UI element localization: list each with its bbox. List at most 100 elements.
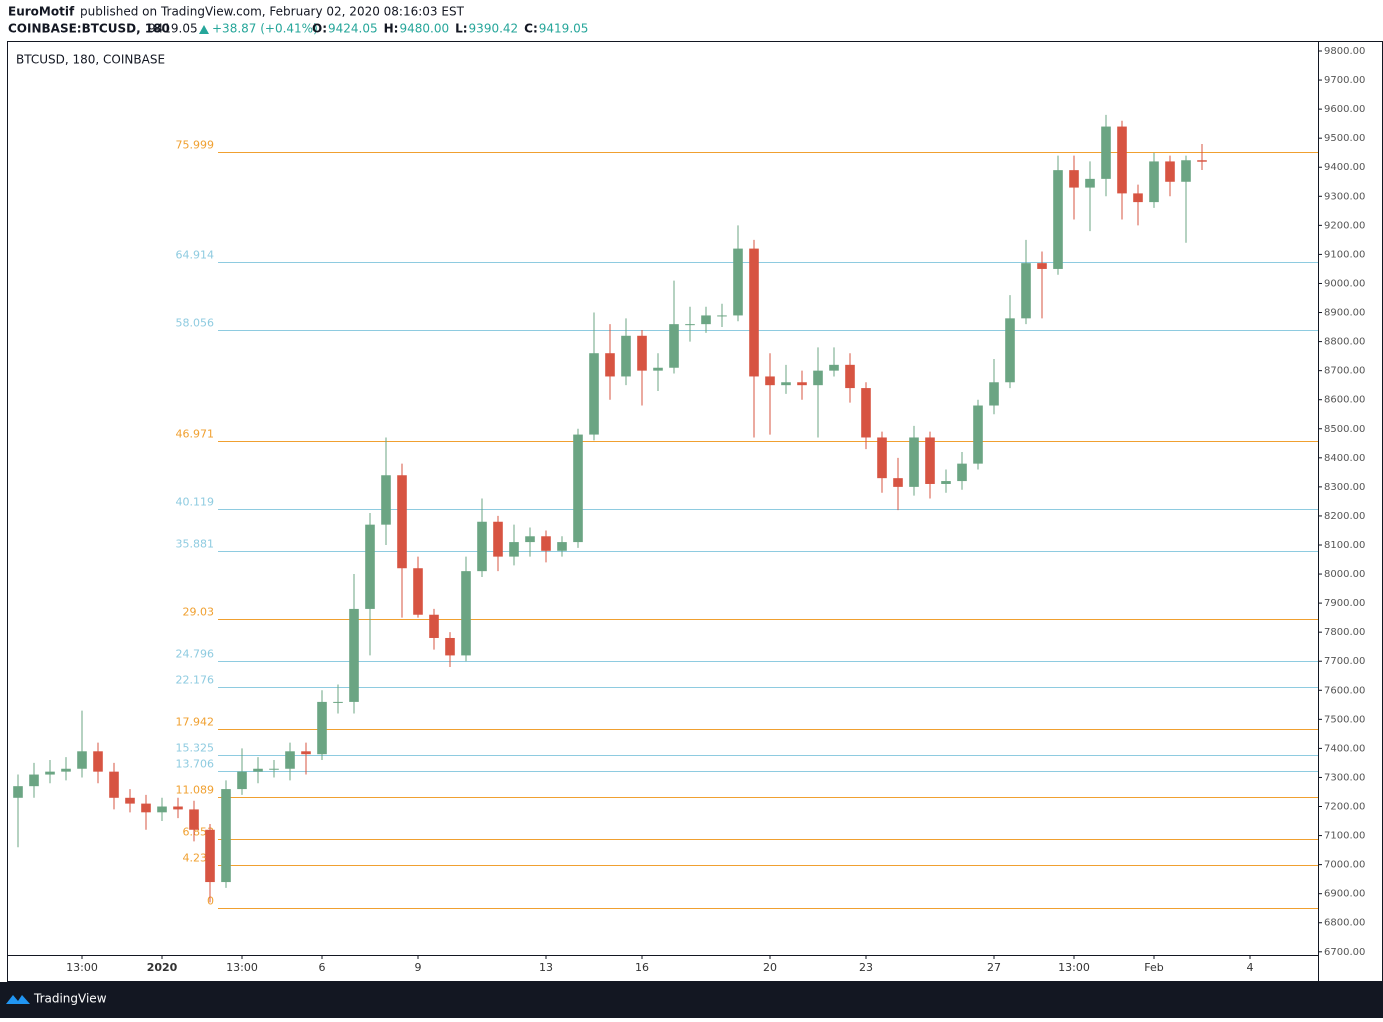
candle-body: [637, 335, 647, 371]
ohlc: O: 9424.05 H: 9480.00 L: 9390.42 C: 9419.05: [312, 22, 588, 36]
candle-body: [93, 751, 103, 772]
candle-body: [109, 771, 119, 798]
candle-body: [189, 809, 199, 830]
candle-body: [573, 434, 583, 543]
candle-body: [653, 367, 663, 371]
footer-brand: TradingView: [33, 992, 107, 1006]
x-tick-label: 13: [539, 961, 553, 974]
candle-body: [397, 475, 407, 569]
candle-body: [269, 768, 279, 770]
fib-label: 58.056: [176, 317, 215, 330]
candle-body: [61, 768, 71, 772]
candle-body: [765, 376, 775, 386]
candle-body: [1005, 318, 1015, 383]
y-tick-label: 8600.00: [1324, 395, 1365, 406]
candle-body: [349, 608, 359, 702]
candle-body: [1053, 170, 1063, 269]
y-tick-label: 8000.00: [1324, 569, 1365, 580]
candle-body: [493, 521, 503, 557]
y-tick-label: 7600.00: [1324, 685, 1365, 696]
candle-body: [285, 751, 295, 769]
y-tick-label: 9800.00: [1324, 46, 1365, 57]
fib-label: 11.089: [176, 784, 215, 797]
candle-body: [861, 388, 871, 438]
x-tick-label: 13:00: [1058, 961, 1090, 974]
x-tick-label: 16: [635, 961, 649, 974]
y-tick-label: 7800.00: [1324, 627, 1365, 638]
candle-body: [365, 524, 375, 609]
candle-body: [797, 382, 807, 386]
candle-body: [957, 463, 967, 482]
y-tick-label: 9400.00: [1324, 162, 1365, 173]
x-tick-label: 13:00: [66, 961, 98, 974]
candle-body: [973, 405, 983, 464]
ohlc-value: 9390.42: [469, 22, 519, 36]
y-tick-label: 9300.00: [1324, 191, 1365, 202]
candle-body: [157, 806, 167, 813]
candle-body: [669, 324, 679, 368]
candle-body: [1197, 160, 1207, 162]
ohlc-value: 9424.05: [328, 22, 378, 36]
candle-body: [1101, 126, 1111, 179]
ohlc-value: 9480.00: [399, 22, 449, 36]
candle-body: [589, 353, 599, 435]
y-tick-label: 7400.00: [1324, 743, 1365, 754]
candle-body: [733, 248, 743, 316]
candle-body: [813, 370, 823, 386]
candle-body: [829, 364, 839, 371]
y-tick-label: 7500.00: [1324, 714, 1365, 725]
candle-body: [333, 701, 343, 703]
y-tick-label: 8300.00: [1324, 482, 1365, 493]
candle-body: [141, 803, 151, 813]
candle-body: [845, 364, 855, 389]
candle-body: [877, 437, 887, 479]
x-tick-label: Feb: [1144, 961, 1163, 974]
x-tick-label: 20: [763, 961, 777, 974]
candle-body: [701, 315, 711, 325]
candle-body: [1117, 126, 1127, 194]
candle-body: [749, 248, 759, 377]
candle-body: [445, 637, 455, 656]
y-tick-label: 7900.00: [1324, 598, 1365, 609]
candle-body: [541, 536, 551, 551]
published: published on TradingView.com, February 0…: [80, 5, 465, 19]
candle-body: [509, 542, 519, 557]
candle-body: [1133, 193, 1143, 203]
fib-label: 29.03: [183, 606, 215, 619]
y-tick-label: 9700.00: [1324, 75, 1365, 86]
candle-body: [381, 475, 391, 525]
logo: [6, 995, 30, 1004]
y-tick-label: 7200.00: [1324, 802, 1365, 813]
footer-bar: [0, 982, 1383, 1018]
candle-body: [941, 481, 951, 484]
y-tick-label: 8700.00: [1324, 366, 1365, 377]
fib-label: 15.325: [176, 742, 215, 755]
fib-label: 13.706: [176, 758, 215, 771]
y-tick-label: 9600.00: [1324, 104, 1365, 115]
candle-body: [317, 701, 327, 755]
fib-label: 75.999: [176, 139, 215, 152]
candle-body: [125, 797, 135, 804]
y-tick-label: 8500.00: [1324, 424, 1365, 435]
y-tick-label: 6700.00: [1324, 947, 1365, 958]
candle-body: [301, 751, 311, 755]
y-tick-label: 6800.00: [1324, 918, 1365, 929]
x-tick-label: 13:00: [226, 961, 258, 974]
change: +38.87 (+0.41%): [212, 22, 318, 36]
y-tick-label: 9200.00: [1324, 220, 1365, 231]
candle-body: [605, 353, 615, 377]
ohlc-label: O:: [312, 22, 327, 36]
fib-label: 40.119: [176, 496, 215, 509]
candle-body: [1037, 263, 1047, 269]
candle-body: [173, 806, 183, 810]
y-tick-label: 8900.00: [1324, 308, 1365, 319]
candle-body: [1085, 178, 1095, 188]
candle-body: [685, 324, 695, 326]
ohlc-label: H:: [384, 22, 399, 36]
candle-body: [525, 536, 535, 543]
candle-body: [893, 478, 903, 487]
candle-body: [557, 542, 567, 551]
y-tick-label: 9100.00: [1324, 249, 1365, 260]
x-tick-label: 27: [987, 961, 1001, 974]
y-tick-label: 9500.00: [1324, 133, 1365, 144]
